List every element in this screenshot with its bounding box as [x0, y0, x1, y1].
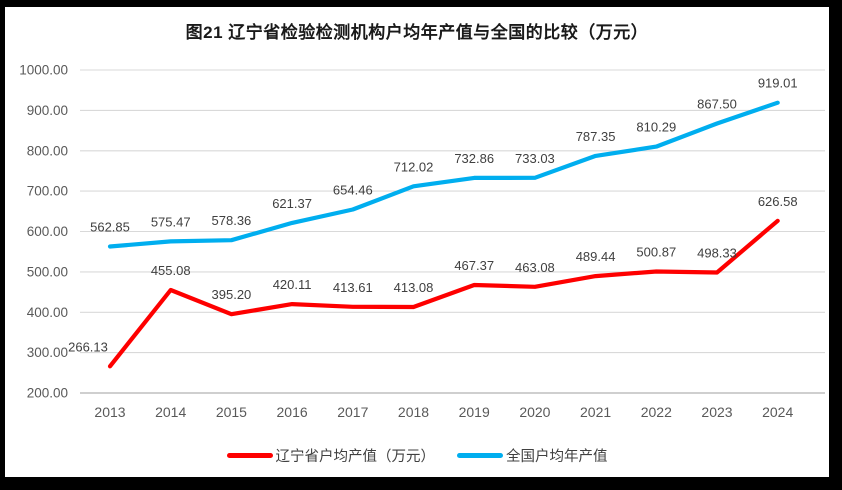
- x-axis-tick-label: 2021: [580, 404, 611, 420]
- y-axis-tick-label: 300.00: [27, 345, 68, 360]
- x-axis-tick-label: 2019: [459, 404, 490, 420]
- series-line-national: [107, 100, 780, 249]
- y-axis-tick-label: 200.00: [27, 386, 68, 401]
- data-label: 455.08: [151, 263, 191, 278]
- data-label: 562.85: [90, 219, 130, 234]
- y-axis-tick-label: 1000.00: [19, 63, 68, 78]
- legend-label-liaoning: 辽宁省户均产值（万元）: [275, 449, 436, 465]
- legend-item-national: 全国户均年产值: [457, 445, 608, 466]
- x-axis-tick-label: 2016: [277, 404, 308, 420]
- line-chart-plot-area: 200.00 300.00 400.00 500.00 600.00 700.00 800.…: [19, 63, 825, 420]
- x-axis-tick-label: 2020: [519, 404, 550, 420]
- y-axis-tick-label: 500.00: [27, 264, 68, 279]
- data-label: 575.47: [151, 214, 191, 229]
- x-axis-tick-label: 2013: [94, 404, 125, 420]
- y-axis-tick-label: 700.00: [27, 184, 68, 199]
- x-axis-tick-label: 2024: [762, 404, 793, 420]
- data-label: 733.03: [515, 151, 555, 166]
- data-label: 867.50: [697, 96, 737, 111]
- data-label: 732.86: [454, 151, 494, 166]
- data-label: 467.37: [454, 258, 494, 273]
- chart-legend: 辽宁省户均产值（万元） 全国户均年产值: [5, 445, 829, 466]
- data-label: 919.01: [758, 76, 798, 91]
- y-axis-tick-label: 600.00: [27, 224, 68, 239]
- data-label: 489.44: [576, 249, 616, 264]
- y-axis-tick-label: 800.00: [27, 143, 68, 158]
- y-axis-tick-label: 900.00: [27, 103, 68, 118]
- data-label: 621.37: [272, 196, 312, 211]
- data-label: 413.61: [333, 280, 373, 295]
- data-label: 498.33: [697, 246, 737, 261]
- x-axis-tick-label: 2018: [398, 404, 429, 420]
- legend-line-sample-liaoning: [226, 453, 273, 458]
- x-axis-tick-label: 2022: [641, 404, 672, 420]
- series-line-liaoning: [107, 218, 780, 369]
- x-axis-tick-label: 2017: [337, 404, 368, 420]
- chart-title: 图21 辽宁省检验检测机构户均年产值与全国的比较（万元）: [185, 23, 649, 42]
- x-axis-tick-label: 2014: [155, 404, 186, 420]
- data-label: 712.02: [394, 159, 434, 174]
- legend-item-liaoning: 辽宁省户均产值（万元）: [226, 445, 436, 466]
- data-label: 463.08: [515, 260, 555, 275]
- data-label: 787.35: [576, 129, 616, 144]
- chart-canvas: 图21 辽宁省检验检测机构户均年产值与全国的比较（万元） 200.00 300.0…: [5, 7, 829, 477]
- x-axis-tick-label: 2015: [216, 404, 247, 420]
- data-label: 500.87: [636, 245, 676, 260]
- legend-line-sample-national: [457, 453, 503, 458]
- data-label: 654.46: [333, 183, 373, 198]
- data-label: 626.58: [758, 194, 798, 209]
- data-label: 578.36: [212, 213, 252, 228]
- data-label: 266.13: [68, 339, 108, 354]
- legend-label-national: 全国户均年产值: [506, 449, 608, 465]
- data-label: 420.11: [273, 277, 312, 292]
- x-axis-tick-label: 2023: [701, 404, 732, 420]
- data-label: 810.29: [636, 120, 676, 135]
- data-label: 395.20: [212, 287, 252, 302]
- data-label: 413.08: [394, 280, 434, 295]
- y-axis-tick-label: 400.00: [27, 305, 68, 320]
